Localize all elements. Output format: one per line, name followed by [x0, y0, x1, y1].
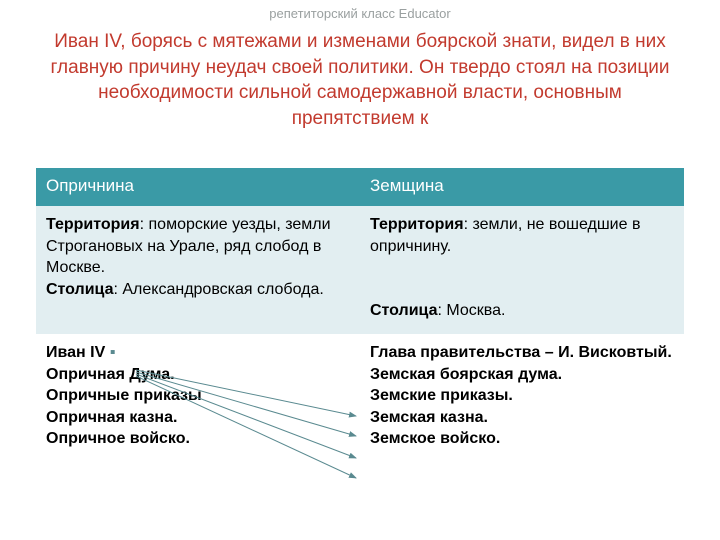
cell-gov-right: Глава правительства – И. Висковтый. Земс… [360, 334, 684, 462]
table-header-row: Опричнина Земщина [36, 168, 684, 206]
cell-territory-left: Территория: поморские уезды, земли Строг… [36, 206, 360, 334]
gov-right-l2: Земская боярская дума. [370, 364, 674, 386]
cell-territory-right: Территория: земли, не вошедшие в опрични… [360, 206, 684, 334]
capital-text-right: : Москва. [437, 302, 505, 319]
gov-right-l3: Земские приказы. [370, 385, 674, 407]
table-header-right: Земщина [360, 168, 684, 206]
gov-left-l3: Опричные приказы [46, 385, 350, 407]
table-header-left: Опричнина [36, 168, 360, 206]
comparison-table: Опричнина Земщина Территория: поморские … [36, 168, 684, 462]
gov-left-l4: Опричная казна. [46, 407, 350, 429]
territory-label-right: Территория [370, 216, 464, 233]
marker-icon: ▪ [110, 344, 116, 361]
gov-right-l5: Земское войско. [370, 428, 674, 450]
table-row-territory: Территория: поморские уезды, земли Строг… [36, 206, 684, 334]
capital-label-right: Столица [370, 302, 437, 319]
gov-left-l2: Опричная Дума. [46, 364, 350, 386]
capital-label-left: Столица [46, 281, 113, 298]
intro-paragraph: Иван IV, борясь с мятежами и изменами бо… [0, 25, 720, 132]
table-row-government: Иван IV ▪ Опричная Дума. Опричные приказ… [36, 334, 684, 462]
top-label: репетиторский класс Educator [0, 0, 720, 25]
gov-right-l1: Глава правительства – И. Висковтый. [370, 342, 674, 364]
gov-left-l5: Опричное войско. [46, 428, 350, 450]
cell-gov-left: Иван IV ▪ Опричная Дума. Опричные приказ… [36, 334, 360, 462]
gov-left-l1: Иван IV ▪ [46, 342, 350, 364]
territory-label-left: Территория [46, 216, 140, 233]
capital-text-left: : Александровская слобода. [113, 281, 323, 298]
gov-right-l4: Земская казна. [370, 407, 674, 429]
